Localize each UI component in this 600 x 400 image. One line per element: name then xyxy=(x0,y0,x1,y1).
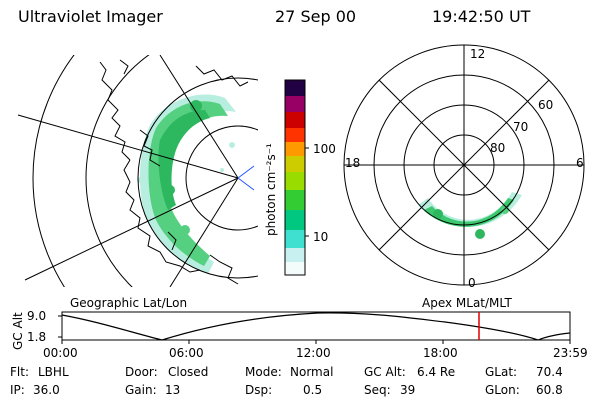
status-flt-key: Flt: xyxy=(10,365,29,379)
date-label: 27 Sep 00 xyxy=(275,7,357,26)
status-ip-key: IP: xyxy=(10,383,25,397)
colorbar xyxy=(284,79,309,276)
latitude-circles xyxy=(32,55,258,287)
alt-tick-9: 9.0 xyxy=(27,309,47,323)
colorbar-unit-label: photon cm⁻²s⁻¹ xyxy=(264,143,278,236)
time-tick-0600: 06:00 xyxy=(169,346,204,360)
coastlines xyxy=(99,59,249,285)
status-gain-key: Gain: xyxy=(125,383,157,397)
status-dsp-key: Dsp: xyxy=(245,383,273,397)
colorbar-tick-10: 10 xyxy=(313,230,329,244)
status-gcalt-value: 6.4 Re xyxy=(417,365,456,379)
mlt-label-6: 6 xyxy=(576,156,584,170)
status-glat-value: 70.4 xyxy=(536,365,563,379)
polar-aurora xyxy=(418,192,522,239)
status-glon-key: GLon: xyxy=(485,383,520,397)
lat-label-60: 60 xyxy=(538,98,554,112)
time-tick-0000: 00:00 xyxy=(43,346,78,360)
instrument-title: Ultraviolet Imager xyxy=(18,7,163,26)
apex-label: Apex MLat/MLT xyxy=(422,296,512,310)
meridians xyxy=(17,55,239,287)
gc-alt-axis-title: GC Alt xyxy=(11,312,25,350)
colorbar-tick-100: 100 xyxy=(313,142,336,156)
time-tick-1800: 18:00 xyxy=(423,346,458,360)
status-glat-key: GLat: xyxy=(485,365,518,379)
status-gain-value: 13 xyxy=(165,383,181,397)
mlt-label-18: 18 xyxy=(345,156,361,170)
status-mode-value: Normal xyxy=(290,365,334,379)
lat-label-80: 80 xyxy=(490,141,506,155)
status-glon-value: 60.8 xyxy=(536,383,563,397)
status-dsp-value: 0.5 xyxy=(303,383,323,397)
time-tick-2359: 23:59 xyxy=(553,346,588,360)
status-flt-value: LBHL xyxy=(38,365,69,379)
sun-direction xyxy=(237,165,255,191)
status-seq-value: 39 xyxy=(400,383,416,397)
status-gcalt-key: GC Alt: xyxy=(364,365,406,379)
alt-tick-1-8: 1.8 xyxy=(27,330,47,344)
geographic-map xyxy=(17,55,258,287)
status-door-value: Closed xyxy=(168,365,209,379)
mlt-label-12: 12 xyxy=(470,47,486,61)
lat-label-70: 70 xyxy=(513,120,529,134)
mlt-label-0: 0 xyxy=(468,276,476,290)
altitude-plot xyxy=(58,311,571,344)
status-ip-value: 36.0 xyxy=(33,383,60,397)
polar-plot xyxy=(343,44,585,286)
status-mode-key: Mode: xyxy=(245,365,282,379)
time-tick-1200: 12:00 xyxy=(296,346,331,360)
geographic-label: Geographic Lat/Lon xyxy=(70,296,188,310)
status-seq-key: Seq: xyxy=(364,383,391,397)
time-label: 19:42:50 UT xyxy=(432,7,531,26)
status-door-key: Door: xyxy=(125,365,158,379)
